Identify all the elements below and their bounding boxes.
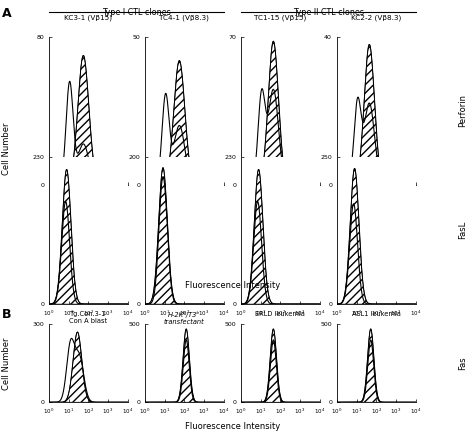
Text: TC4-1 (Vβ8.3): TC4-1 (Vβ8.3): [159, 14, 209, 21]
Text: Type II CTL clones: Type II CTL clones: [293, 8, 364, 17]
Text: Cell Number: Cell Number: [2, 122, 11, 175]
Text: Fluorescence Intensity: Fluorescence Intensity: [185, 422, 280, 431]
Text: KC3-1 (Vβ15): KC3-1 (Vβ15): [64, 14, 112, 21]
Text: TC1-15 (Vβ15): TC1-15 (Vβ15): [254, 14, 306, 21]
Text: ASL1 leukemia: ASL1 leukemia: [352, 311, 401, 317]
Text: ERLD leukemia: ERLD leukemia: [255, 311, 305, 317]
Text: Type I CTL clones: Type I CTL clones: [102, 8, 171, 17]
Text: Fas: Fas: [458, 357, 467, 370]
Text: Cell Number: Cell Number: [2, 337, 11, 389]
Text: Perforin: Perforin: [458, 94, 467, 127]
Text: Tg.Con.3-1
Con A blast: Tg.Con.3-1 Con A blast: [69, 311, 107, 324]
Text: H-2Kᵇ/T3ᵇ
transfectant: H-2Kᵇ/T3ᵇ transfectant: [164, 311, 205, 325]
Text: B: B: [2, 308, 12, 321]
Text: KC2-2 (Vβ8.3): KC2-2 (Vβ8.3): [351, 14, 401, 21]
Text: FasL: FasL: [458, 221, 467, 240]
Text: Fluorescence Intensity: Fluorescence Intensity: [185, 281, 280, 290]
Text: A: A: [2, 7, 12, 19]
